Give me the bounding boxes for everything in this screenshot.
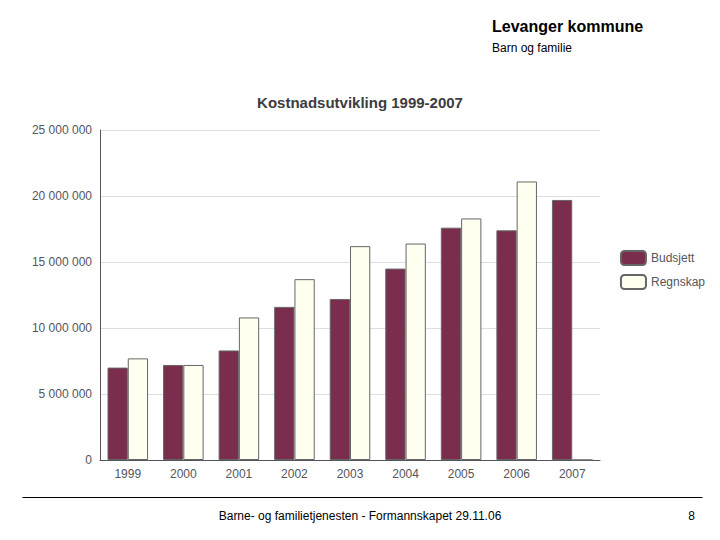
svg-text:1999: 1999 (114, 467, 141, 481)
svg-text:Budsjett: Budsjett (651, 251, 695, 265)
svg-text:2005: 2005 (448, 467, 475, 481)
svg-text:10 000 000: 10 000 000 (32, 321, 92, 335)
svg-text:Barne- og familietjenesten - F: Barne- og familietjenesten - Formannskap… (219, 509, 502, 523)
svg-text:2006: 2006 (503, 467, 530, 481)
svg-text:2000: 2000 (170, 467, 197, 481)
svg-text:Levanger kommune: Levanger kommune (492, 18, 643, 35)
svg-text:20 000 000: 20 000 000 (32, 189, 92, 203)
svg-text:Regnskap: Regnskap (651, 275, 705, 289)
svg-text:2001: 2001 (226, 467, 253, 481)
svg-text:2004: 2004 (392, 467, 419, 481)
svg-text:5 000 000: 5 000 000 (39, 387, 93, 401)
svg-text:0: 0 (85, 453, 92, 467)
svg-text:Barn og familie: Barn og familie (492, 41, 572, 55)
svg-text:15 000 000: 15 000 000 (32, 255, 92, 269)
svg-text:2007: 2007 (559, 467, 586, 481)
svg-text:2002: 2002 (281, 467, 308, 481)
svg-text:25 000 000: 25 000 000 (32, 123, 92, 137)
svg-text:8: 8 (688, 509, 695, 523)
svg-text:2003: 2003 (337, 467, 364, 481)
svg-text:Kostnadsutvikling 1999-2007: Kostnadsutvikling 1999-2007 (257, 94, 463, 111)
